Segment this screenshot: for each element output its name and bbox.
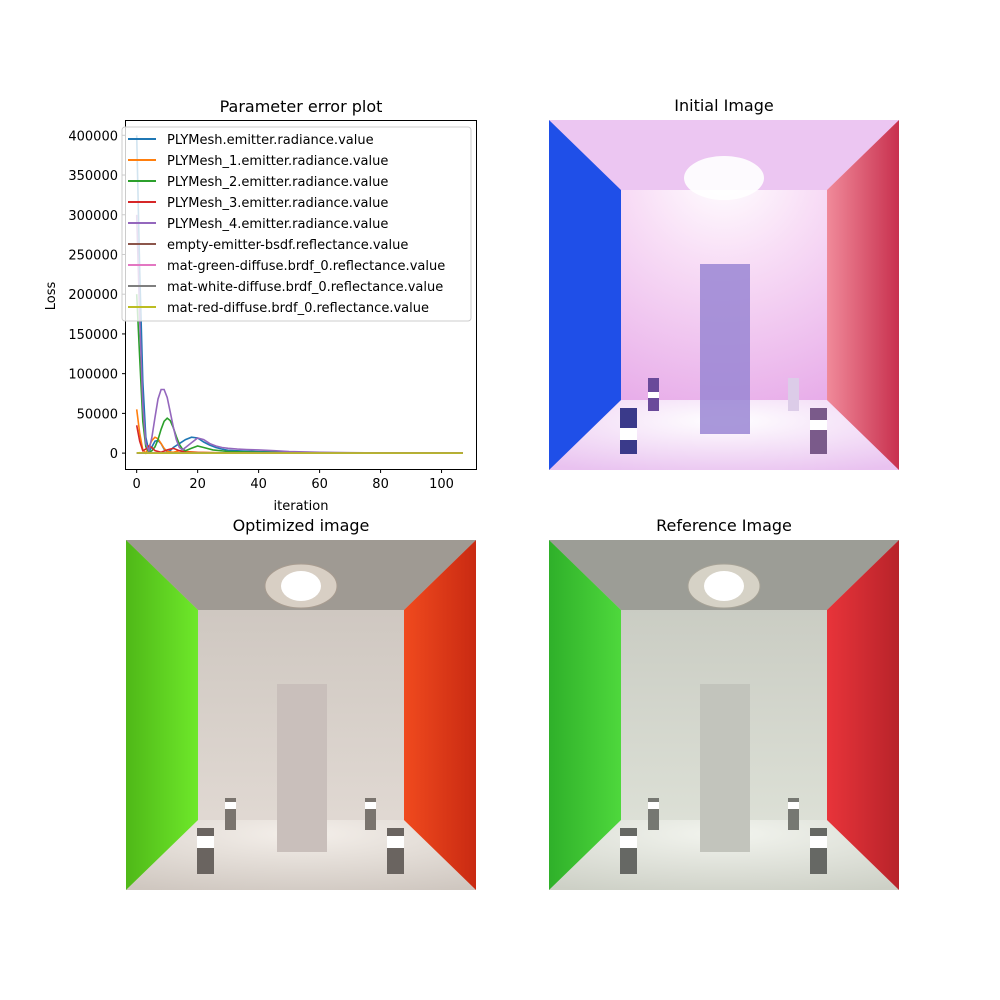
y-tick-label-2: 100000 (68, 368, 118, 383)
legend: PLYMesh.emitter.radiance.value PLYMesh_1.… (121, 126, 472, 322)
reference-lamp-light (704, 571, 744, 601)
optimized-image-panel: Optimized image (126, 510, 476, 890)
y-tick-label-8: 400000 (68, 129, 118, 144)
plot-area (135, 135, 463, 455)
initial-block-front-right (810, 408, 827, 454)
reference-right-wall (827, 540, 899, 890)
y-tick-label-0: 0 (110, 447, 118, 462)
optimized-lamp-light (281, 571, 321, 601)
initial-light-glow (684, 156, 764, 200)
x-ticks: 0 20 40 60 80 100 (133, 469, 454, 492)
series-line-4 (135, 214, 463, 454)
x-tick-label-3: 60 (311, 477, 328, 492)
initial-back-panel (700, 264, 750, 434)
optimized-left-wall (126, 540, 198, 890)
reference-back-panel (700, 684, 750, 852)
initial-ceiling (549, 120, 899, 190)
legend-label-8: mat-red-diffuse.brdf_0.reflectance.value (167, 301, 429, 316)
x-axis-label: iteration (274, 499, 329, 514)
reference-block-front-left (620, 828, 637, 874)
initial-image-panel: Initial Image (549, 90, 899, 470)
initial-image-title: Initial Image (674, 96, 774, 115)
y-tick-label-6: 300000 (68, 209, 118, 224)
y-tick-label-3: 150000 (68, 328, 118, 343)
optimized-block-back-left (225, 798, 236, 830)
y-tick-label-1: 50000 (77, 407, 118, 422)
legend-label-5: empty-emitter-bsdf.reflectance.value (167, 238, 408, 253)
reference-image-title: Reference Image (656, 516, 792, 535)
x-tick-label-4: 80 (372, 477, 389, 492)
optimized-image (126, 540, 476, 890)
initial-block-back-right (788, 378, 799, 411)
legend-label-1: PLYMesh_1.emitter.radiance.value (167, 154, 388, 169)
initial-image (549, 120, 899, 470)
y-tick-label-7: 350000 (68, 169, 118, 184)
x-tick-label-5: 100 (429, 477, 454, 492)
legend-label-7: mat-white-diffuse.brdf_0.reflectance.val… (167, 280, 443, 295)
optimized-block-front-left (197, 828, 214, 874)
y-tick-label-4: 200000 (68, 288, 118, 303)
initial-right-wall (827, 120, 899, 470)
legend-label-2: PLYMesh_2.emitter.radiance.value (167, 175, 388, 190)
optimized-image-title: Optimized image (232, 516, 370, 535)
reference-block-back-right (788, 798, 799, 830)
x-tick-label-1: 20 (189, 477, 206, 492)
reference-block-back-left (648, 798, 659, 830)
plot-title: Parameter error plot (220, 97, 383, 116)
reference-image (549, 540, 899, 890)
y-axis-label: Loss (44, 282, 59, 311)
legend-label-3: PLYMesh_3.emitter.radiance.value (167, 196, 388, 211)
optimized-back-panel (277, 684, 327, 852)
optimized-block-front-right (387, 828, 404, 874)
y-tick-label-5: 250000 (68, 248, 118, 263)
y-ticks: 0 50000 100000 150000 200000 250000 300000 3500… (68, 129, 126, 462)
x-tick-label-2: 40 (250, 477, 267, 492)
reference-left-wall (549, 540, 621, 890)
reference-image-panel: Reference Image (549, 510, 899, 890)
legend-label-6: mat-green-diffuse.brdf_0.reflectance.val… (167, 259, 445, 274)
legend-box (121, 126, 472, 322)
initial-left-wall (549, 120, 621, 470)
legend-label-0: PLYMesh.emitter.radiance.value (167, 133, 374, 148)
x-tick-label-0: 0 (133, 477, 141, 492)
legend-label-4: PLYMesh_4.emitter.radiance.value (167, 217, 388, 232)
optimized-right-wall (404, 540, 476, 890)
optimized-block-back-right (365, 798, 376, 830)
series-layer (135, 135, 463, 455)
reference-block-front-right (810, 828, 827, 874)
